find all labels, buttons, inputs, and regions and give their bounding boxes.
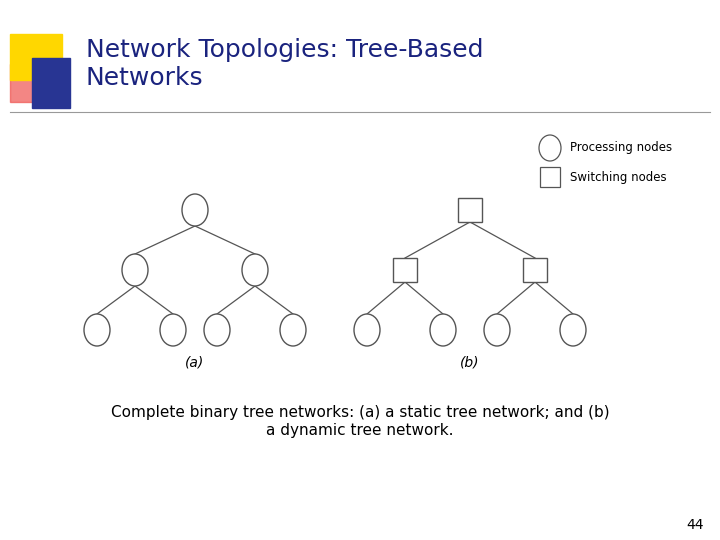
Bar (32, 58, 70, 108)
Text: (b): (b) (460, 355, 480, 369)
Text: Complete binary tree networks: (a) a static tree network; and (b): Complete binary tree networks: (a) a sta… (111, 404, 609, 420)
Text: Networks: Networks (86, 66, 204, 90)
Ellipse shape (280, 314, 306, 346)
Ellipse shape (160, 314, 186, 346)
Ellipse shape (430, 314, 456, 346)
Bar (540, 167, 560, 187)
Ellipse shape (484, 314, 510, 346)
Ellipse shape (122, 254, 148, 286)
Bar (10, 64, 52, 102)
Ellipse shape (354, 314, 380, 346)
Ellipse shape (84, 314, 110, 346)
Text: Processing nodes: Processing nodes (570, 141, 672, 154)
Ellipse shape (204, 314, 230, 346)
Ellipse shape (539, 135, 561, 161)
Ellipse shape (182, 194, 208, 226)
Bar (523, 258, 547, 282)
Ellipse shape (560, 314, 586, 346)
Text: a dynamic tree network.: a dynamic tree network. (266, 422, 454, 437)
Text: Switching nodes: Switching nodes (570, 171, 667, 184)
Text: Network Topologies: Tree-Based: Network Topologies: Tree-Based (86, 38, 484, 62)
Text: 44: 44 (686, 518, 703, 532)
Bar (393, 258, 417, 282)
Bar (10, 34, 62, 80)
Ellipse shape (242, 254, 268, 286)
Bar (458, 198, 482, 222)
Text: (a): (a) (185, 355, 204, 369)
